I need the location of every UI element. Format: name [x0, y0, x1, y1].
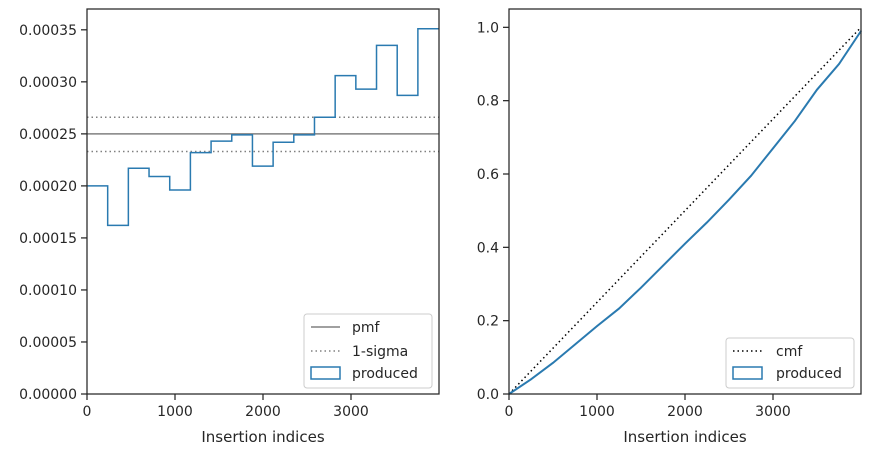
left-y-tick-label: 0.00000 [19, 387, 77, 403]
right-x-tick-label: 2000 [667, 404, 703, 420]
left-x-tick-label: 0 [83, 404, 92, 420]
right-x-tick-label: 3000 [755, 404, 791, 420]
produced-histogram-step [87, 28, 439, 227]
legend-cmf-label: cmf [776, 344, 803, 360]
left-y-tick-label: 0.00030 [19, 75, 77, 91]
right-y-tick-label: 1.0 [477, 20, 499, 36]
left-x-axis-label: Insertion indices [201, 428, 324, 446]
left-legend-box [303, 313, 433, 389]
left-y-ticks: 0.00000 0.00005 0.00010 0.00015 0.00020 0.000… [19, 23, 87, 403]
produced-cdf-point [662, 264, 664, 267]
left-y-tick-label: 0.00035 [19, 23, 77, 39]
right-y-tick-label: 0.0 [477, 387, 499, 403]
legend-produced-label: produced [352, 366, 418, 382]
produced-cdf-point [596, 325, 598, 327]
left-x-tick-label: 1000 [157, 404, 193, 420]
left-x-tick-label: 3000 [333, 404, 369, 420]
right-y-tick-label: 0.2 [477, 314, 499, 330]
produced-cdf-point [750, 175, 752, 177]
left-y-tick-label: 0.00005 [19, 335, 77, 351]
legend-produced-patch-right [732, 366, 763, 380]
legend-produced-label-right: produced [776, 366, 842, 382]
left-y-tick-label: 0.00020 [19, 179, 77, 195]
left-y-tick-label: 0.00015 [19, 231, 77, 247]
right-axes-frame [508, 8, 862, 395]
right-x-axis-label: Insertion indices [623, 428, 746, 446]
left-x-ticks: 0 1000 2000 3000 [83, 394, 369, 420]
right-y-tick-label: 0.8 [477, 94, 499, 110]
right-y-ticks: 0.0 0.2 0.4 0.6 0.8 1.0 [477, 20, 509, 403]
produced-cdf-point [552, 362, 554, 364]
legend-1-sigma-label: 1-sigma [352, 344, 408, 360]
right-x-ticks: 0 1000 2000 3000 [505, 394, 791, 420]
left-y-tick-label: 0.00025 [19, 127, 77, 143]
produced-cdf-point [684, 242, 686, 245]
right-y-tick-label: 0.4 [477, 240, 499, 256]
left-legend: pmf 1-sigma produced [303, 313, 433, 389]
legend-pmf-label: pmf [352, 320, 381, 336]
produced-cdf-point [640, 286, 642, 289]
produced-cdf-point [530, 378, 532, 381]
produced-cdf-point [838, 63, 840, 65]
produced-cdf-point [772, 147, 774, 150]
produced-cdf-point [706, 221, 708, 224]
pmf-histogram-panel: 0 1000 2000 3000 0.000000.000050.000100.000… [19, 8, 440, 446]
produced-cdf-point [794, 120, 796, 122]
cmf-panel: 0 1000 2000 3000 0.0 0.2 0.4 0.6 0.8 1.0 Inserti… [477, 8, 862, 446]
cmf-line [508, 26, 862, 395]
produced-cdf-point [618, 307, 620, 310]
produced-cdf-point [816, 88, 818, 91]
left-x-tick-label: 2000 [245, 404, 281, 420]
right-y-tick-label: 0.6 [477, 167, 499, 183]
produced-cdf-point [574, 343, 576, 346]
left-y-tick-label: 0.00010 [19, 283, 77, 299]
right-legend-box [725, 337, 855, 389]
right-legend: cmf produced [725, 337, 855, 389]
right-x-tick-label: 0 [505, 404, 514, 420]
right-x-tick-label: 1000 [579, 404, 615, 420]
legend-produced-patch [310, 366, 341, 380]
left-plot-area [87, 28, 439, 227]
produced-cdf-point [728, 198, 730, 201]
